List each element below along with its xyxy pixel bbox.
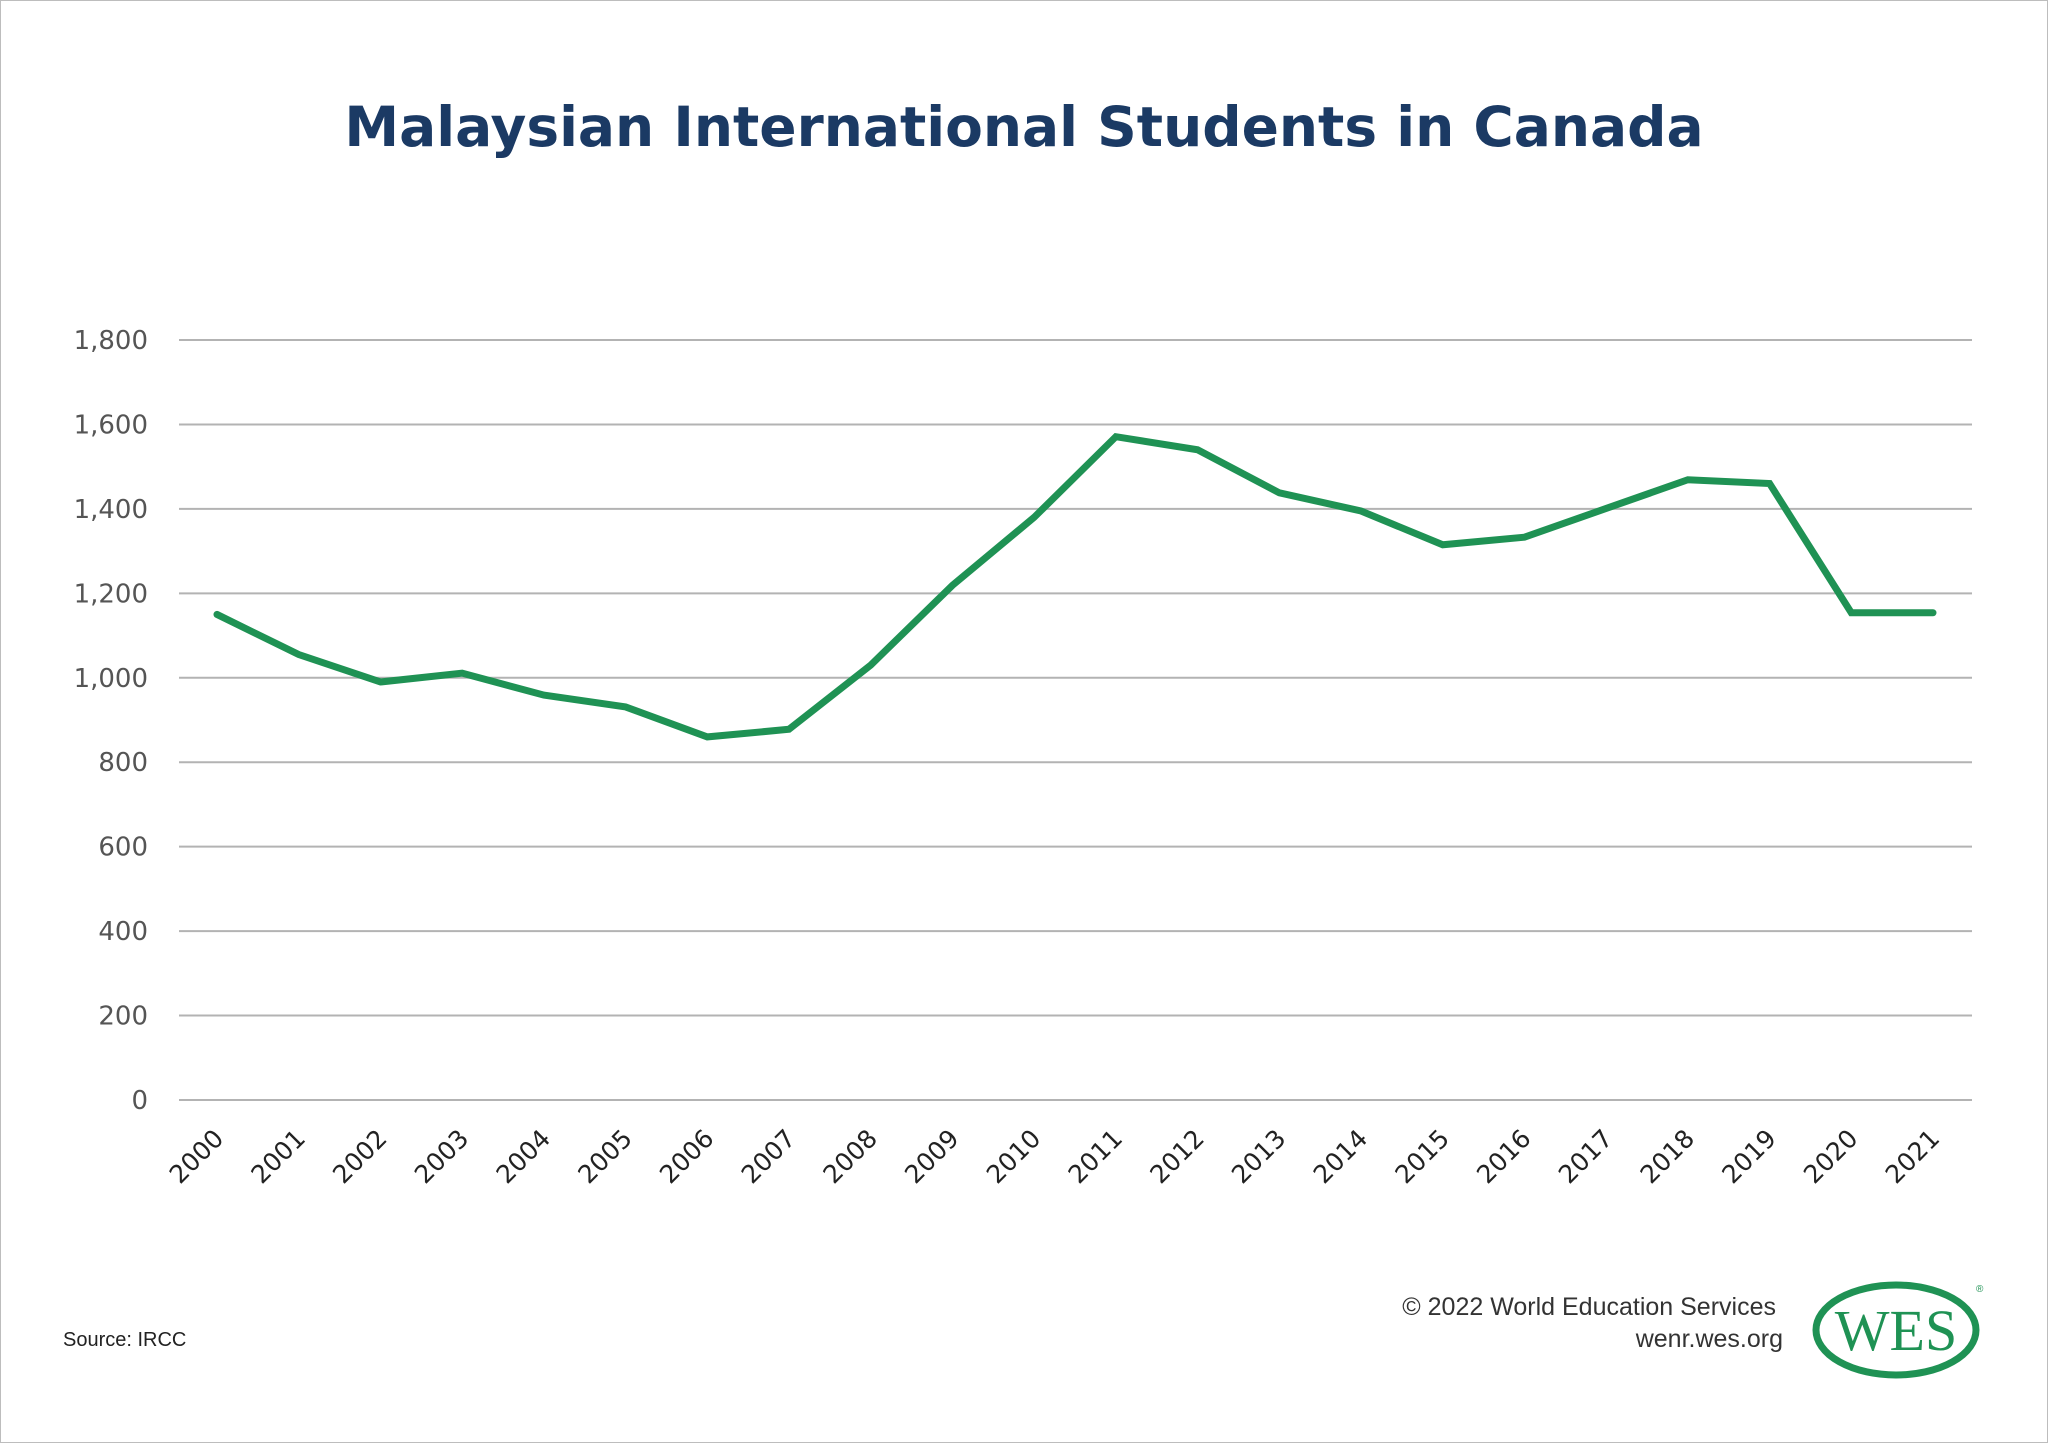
y-tick-label: 1,600 <box>74 410 148 440</box>
y-tick-label: 400 <box>98 917 148 947</box>
x-tick-label: 2021 <box>1880 1124 1945 1189</box>
y-tick-label: 0 <box>131 1086 148 1116</box>
x-tick-label: 2016 <box>1471 1124 1536 1189</box>
y-tick-label: 600 <box>98 833 148 863</box>
svg-text:WES: WES <box>1835 1298 1957 1363</box>
y-tick-label: 1,400 <box>74 495 148 525</box>
x-tick-label: 2020 <box>1798 1124 1863 1189</box>
chart-title: Malaysian International Students in Cana… <box>344 95 1704 159</box>
x-tick-label: 2019 <box>1716 1124 1781 1189</box>
x-tick-label: 2000 <box>164 1124 229 1189</box>
series-line <box>213 432 1937 741</box>
x-tick-label: 2001 <box>245 1124 310 1189</box>
y-tick-label: 200 <box>98 1002 148 1032</box>
website-url: wenr.wes.org <box>1635 1325 1783 1353</box>
x-tick-label: 2007 <box>736 1124 801 1189</box>
x-tick-label: 2004 <box>491 1124 556 1189</box>
y-tick-label: 1,000 <box>74 664 148 694</box>
x-tick-label: 2014 <box>1308 1124 1373 1189</box>
x-tick-label: 2012 <box>1144 1124 1209 1189</box>
x-tick-label: 2018 <box>1635 1124 1700 1189</box>
y-tick-label: 1,200 <box>74 579 148 609</box>
x-tick-label: 2011 <box>1063 1124 1128 1189</box>
x-tick-label: 2010 <box>981 1124 1046 1189</box>
y-tick-label: 1,800 <box>74 326 148 356</box>
x-tick-label: 2008 <box>817 1124 882 1189</box>
source-note: Source: IRCC <box>63 1329 187 1351</box>
y-tick-label: 800 <box>98 748 148 778</box>
x-tick-label: 2005 <box>572 1124 637 1189</box>
wes-logo: WES ® <box>1812 1281 1984 1379</box>
x-tick-label: 2006 <box>654 1124 719 1189</box>
copyright: © 2022 World Education Services <box>1402 1293 1776 1321</box>
svg-text:®: ® <box>1976 1284 1984 1295</box>
x-tick-label: 2009 <box>899 1124 964 1189</box>
x-tick-label: 2002 <box>327 1124 392 1189</box>
x-tick-label: 2017 <box>1553 1124 1618 1189</box>
x-tick-label: 2015 <box>1389 1124 1454 1189</box>
x-tick-label: 2013 <box>1226 1124 1291 1189</box>
x-tick-label: 2003 <box>409 1124 474 1189</box>
